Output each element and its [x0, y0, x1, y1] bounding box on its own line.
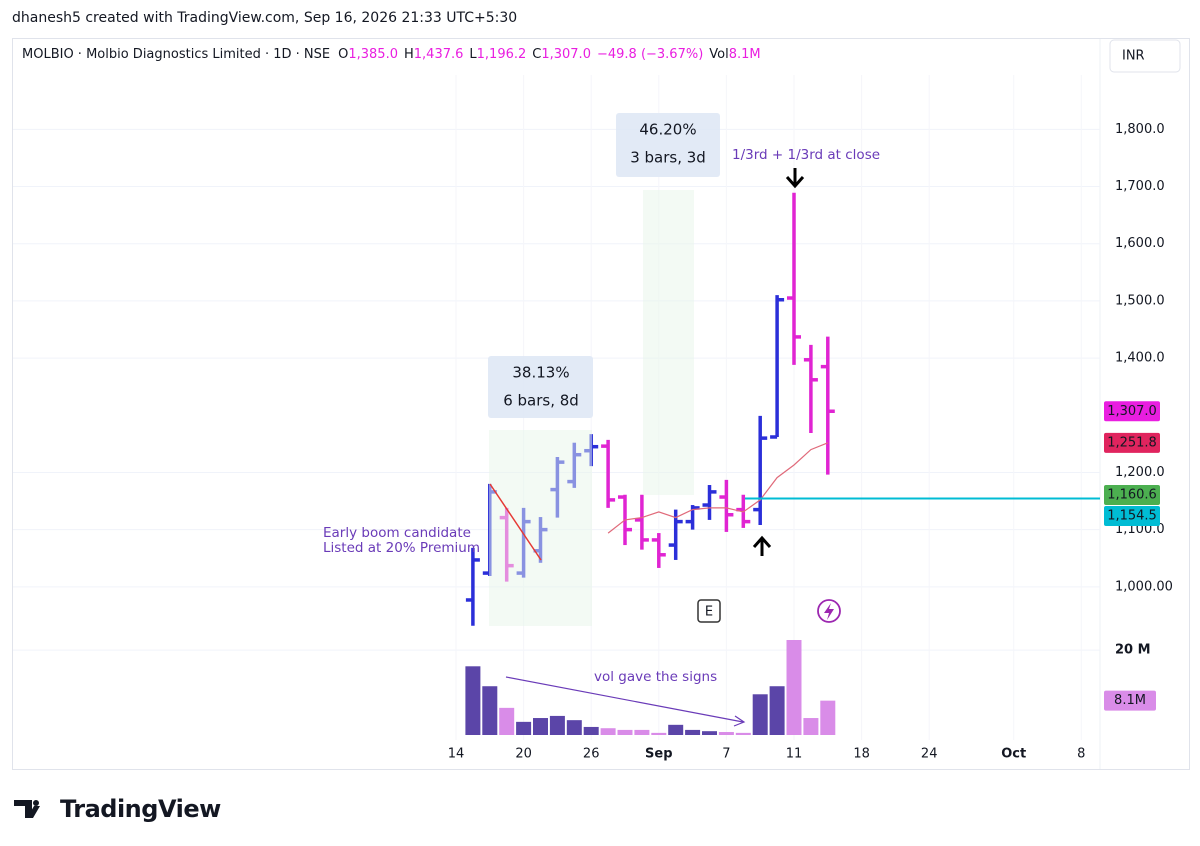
range-bars: 6 bars, 8d [503, 392, 579, 410]
x-tick-label: 14 [448, 747, 465, 762]
volume-bar [566, 720, 582, 735]
x-tick-label: Sep [645, 747, 673, 762]
volume-bar [549, 715, 565, 735]
legend-symbol: MOLBIO · Molbio Diagnostics Limited · 1D… [22, 47, 330, 62]
trend-line [489, 483, 542, 561]
logo-text: TradingView [60, 795, 221, 823]
up-arrow [752, 535, 772, 556]
volume-bar [769, 686, 785, 735]
volume-bar [752, 694, 768, 735]
volume-bar [465, 666, 481, 735]
header: dhanesh5 created with TradingView.com, S… [12, 10, 517, 26]
earnings-icon[interactable] [697, 599, 721, 623]
volume-bar [617, 729, 633, 735]
range-box [488, 356, 593, 418]
x-tick-label: 26 [583, 747, 600, 762]
logo-mark [14, 800, 40, 818]
x-tick-label: Oct [1001, 747, 1026, 762]
event-icon-bolt [824, 603, 834, 620]
y-tick-label: 1,700.0 [1115, 179, 1165, 194]
range-percent: 46.20% [639, 121, 696, 139]
range-shade [643, 190, 694, 495]
x-tick-label: 24 [921, 747, 938, 762]
y-tick-label: 1,000.00 [1115, 579, 1173, 594]
volume-bar [533, 718, 548, 735]
volume-bar [735, 732, 751, 735]
volume-bar [583, 726, 599, 735]
price-tag-label: 1,251.8 [1107, 435, 1157, 450]
volume-tag-label: 8.1M [1114, 693, 1146, 708]
legend: MOLBIO · Molbio Diagnostics Limited · 1D… [22, 47, 761, 62]
volume-bar [718, 732, 734, 735]
legend-value: 8.1M [729, 47, 761, 62]
price-tag [1104, 432, 1160, 453]
logo: TradingView [14, 795, 222, 823]
legend-change: −49.8 (−3.67%) [597, 47, 703, 62]
volume-bar [702, 731, 717, 735]
volume-bar [651, 732, 667, 735]
moving-average [607, 442, 829, 534]
annotation-arrow-head [733, 715, 746, 727]
volume-bar [482, 686, 498, 735]
volume-tick-label: 20 M [1115, 643, 1151, 658]
range-shade [489, 430, 592, 626]
volume-bar [516, 721, 532, 735]
volume-bar [820, 700, 836, 735]
annotation: Early boom candidate [323, 525, 471, 541]
x-tick-label: 8 [1077, 747, 1085, 762]
price-tag [1104, 484, 1160, 505]
annotation: vol gave the signs [594, 669, 717, 685]
price-tag-label: 1,160.6 [1107, 487, 1157, 502]
x-tick-label: 7 [722, 747, 730, 762]
frame [12, 38, 1190, 770]
range-box [616, 113, 720, 177]
range-percent: 38.13% [512, 364, 569, 382]
x-tick-label: 20 [515, 747, 532, 762]
down-arrow [785, 168, 805, 189]
volume-bar [668, 724, 684, 735]
y-tick-label: 1,200.0 [1115, 465, 1165, 480]
volume-bar [786, 640, 802, 735]
volume-bar [685, 729, 701, 735]
volume-bar [499, 707, 515, 735]
legend-key: Vol [709, 47, 728, 62]
price-tag-label: 1,307.0 [1107, 404, 1157, 419]
volume-tag [1104, 690, 1156, 711]
price-tag-label: 1,154.5 [1107, 508, 1157, 523]
annotation: Listed at 20% Premium [323, 540, 480, 556]
y-tick-label: 1,400.0 [1115, 351, 1165, 366]
currency-button[interactable] [1109, 39, 1181, 73]
earnings-label[interactable]: E [705, 605, 713, 620]
x-tick-label: 18 [853, 747, 870, 762]
legend-value: 1,196.2 [477, 47, 527, 62]
volume-bar [803, 718, 819, 735]
volume-bar [634, 729, 650, 735]
legend-key: C [532, 47, 541, 62]
y-tick-label: 1,500.0 [1115, 293, 1165, 308]
price-tag [1104, 401, 1160, 422]
legend-value: 1,437.6 [414, 47, 464, 62]
legend-key: H [404, 47, 414, 62]
legend-key: O [338, 47, 348, 62]
x-tick-label: 11 [786, 747, 803, 762]
legend-value: 1,307.0 [541, 47, 591, 62]
logo-dot [33, 800, 39, 806]
annotation: 1/3rd + 1/3rd at close [732, 147, 880, 163]
price-tag [1104, 505, 1160, 526]
currency[interactable]: INR [1122, 49, 1145, 64]
y-tick-label: 1,800.0 [1115, 122, 1165, 137]
legend-key: L [469, 47, 477, 62]
range-bars: 3 bars, 3d [630, 149, 706, 167]
volume-bar [600, 728, 616, 735]
annotation-arrow [505, 676, 744, 723]
y-tick-label: 1,600.0 [1115, 236, 1165, 251]
legend-value: 1,385.0 [348, 47, 398, 62]
